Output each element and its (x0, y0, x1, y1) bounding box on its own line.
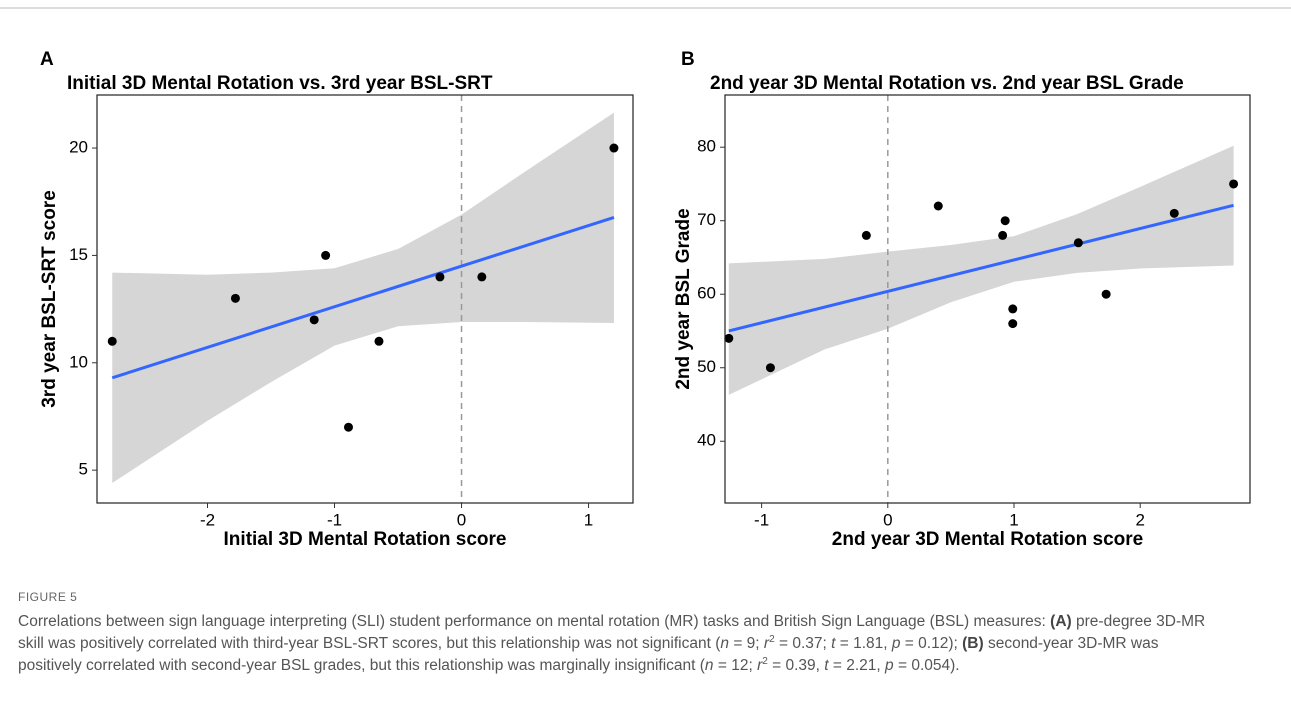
caption-italic: p (891, 635, 901, 652)
caption-sup: 2 (769, 633, 775, 645)
y-axis-label: 2nd year BSL Grade (673, 208, 694, 389)
data-point (1169, 208, 1179, 218)
caption: Correlations between sign language inter… (18, 611, 1218, 677)
caption-italic: t (824, 657, 829, 674)
data-point (724, 333, 734, 343)
data-point (933, 201, 943, 211)
x-tick-label: 0 (883, 510, 892, 529)
x-tick-label: -1 (754, 510, 769, 529)
x-tick-label: -1 (327, 510, 342, 529)
plot-frame (96, 94, 634, 504)
data-point (309, 315, 319, 325)
caption-italic: n (704, 657, 714, 674)
y-tick-label: 40 (697, 431, 716, 450)
data-point (477, 272, 487, 282)
caption-bold: (B) (962, 635, 984, 652)
caption-text: = 0.12); (900, 635, 963, 652)
data-point (230, 293, 240, 303)
data-point (321, 250, 331, 260)
y-tick-label: 15 (69, 245, 88, 264)
data-point (609, 143, 619, 153)
y-tick-label: 10 (69, 352, 88, 371)
data-point (435, 272, 445, 282)
data-point (861, 230, 871, 240)
panel-label: B (681, 49, 695, 70)
fit-line (111, 215, 615, 380)
caption-italic: p (885, 657, 894, 674)
x-tick-label: 0 (457, 510, 466, 529)
confidence-band (728, 145, 1234, 395)
caption-text: = 0.37; (774, 635, 832, 652)
caption-sup: 2 (762, 655, 768, 667)
caption-text: pre-degree 3D-MR skill was positively co… (18, 613, 1206, 652)
x-tick-label: -2 (200, 510, 215, 529)
caption-text: = 9; (729, 635, 764, 652)
data-point (998, 230, 1008, 240)
caption-text: = 0.39, (767, 657, 825, 674)
data-point (374, 336, 384, 346)
caption-italic: r (763, 635, 770, 652)
data-point (765, 363, 775, 373)
caption-text: Correlations between sign language inter… (18, 613, 1051, 630)
y-tick-label: 70 (697, 210, 716, 229)
y-tick-label: 5 (79, 460, 88, 479)
data-point (1000, 216, 1010, 226)
panel-label: A (40, 49, 54, 70)
x-tick-label: 1 (1009, 510, 1018, 529)
data-point (1101, 289, 1111, 299)
data-point (1229, 179, 1239, 189)
figure-label: FIGURE 5 (18, 590, 78, 604)
x-tick-label: 2 (1135, 510, 1144, 529)
data-point (1073, 238, 1083, 248)
caption-text: second-year 3D-MR was positively correla… (18, 635, 1159, 674)
caption-text: = 0.054). (893, 657, 960, 674)
y-tick-label: 20 (69, 138, 88, 157)
caption-text: = 12; (713, 657, 758, 674)
data-point (1008, 319, 1018, 329)
data-point (1008, 304, 1018, 314)
caption-bold: (A) (1050, 613, 1072, 630)
caption-text: = 2.21, (828, 657, 886, 674)
x-axis-label: Initial 3D Mental Rotation score (224, 529, 507, 550)
caption-italic: r (757, 657, 763, 674)
x-axis-label: 2nd year 3D Mental Rotation score (832, 529, 1143, 550)
y-axis-label: 3rd year BSL-SRT score (39, 190, 60, 408)
y-tick-label: 80 (697, 137, 716, 156)
chart-title: Initial 3D Mental Rotation vs. 3rd year … (67, 73, 493, 94)
y-tick-label: 50 (697, 357, 716, 376)
chart-title: 2nd year 3D Mental Rotation vs. 2nd year… (710, 73, 1184, 94)
caption-italic: n (720, 635, 730, 652)
data-point (107, 336, 117, 346)
caption-text: = 1.81, (835, 635, 892, 652)
plot-frame (724, 94, 1251, 504)
data-point (343, 422, 353, 432)
fit-line (728, 203, 1234, 333)
caption-italic: t (831, 635, 836, 652)
x-tick-label: 1 (584, 510, 593, 529)
y-tick-label: 60 (697, 284, 716, 303)
